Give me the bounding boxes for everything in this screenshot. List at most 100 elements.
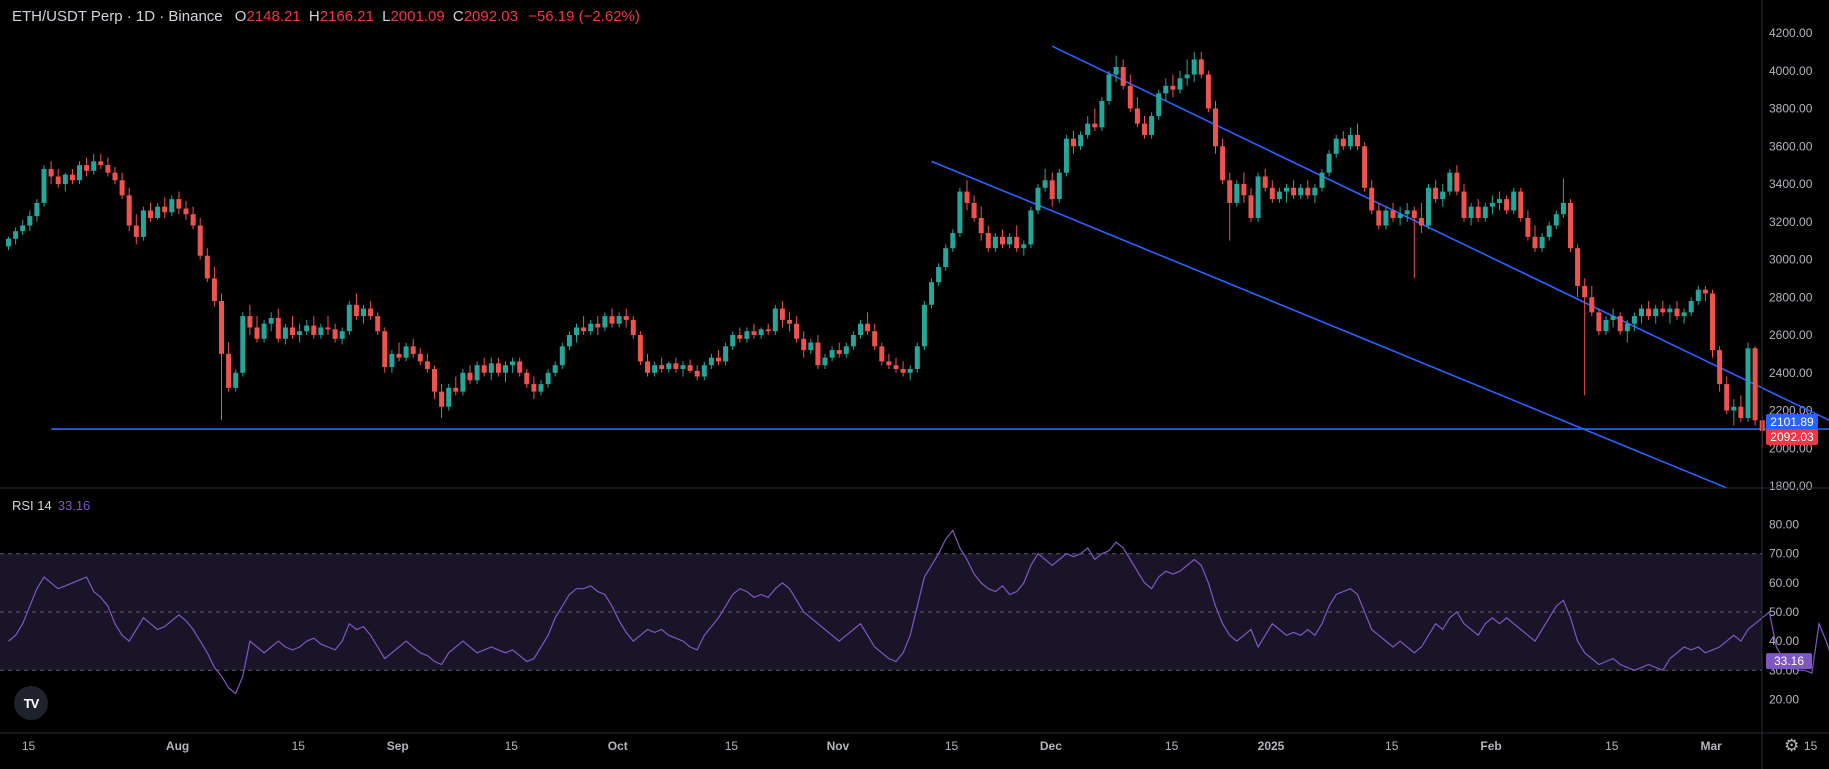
candle <box>254 316 260 343</box>
candle-body <box>1404 210 1410 215</box>
time-tick-label: 15 <box>505 739 519 753</box>
trendline-channel-upper[interactable] <box>1051 45 1829 429</box>
candle-body <box>637 335 643 362</box>
candle <box>716 350 721 366</box>
time-tick-label: 15 <box>1385 739 1399 753</box>
candle-body <box>1397 214 1403 218</box>
candle-body <box>1113 66 1119 75</box>
candle-body <box>1433 187 1439 200</box>
candle <box>559 342 565 369</box>
candle <box>708 353 714 369</box>
candle <box>971 195 977 222</box>
candle <box>616 312 622 328</box>
rsi-tick-label: 60.00 <box>1769 576 1799 590</box>
candle <box>581 316 587 335</box>
candle-body <box>204 255 210 279</box>
candle <box>914 342 920 373</box>
candle <box>815 335 821 369</box>
candle-body <box>1014 236 1020 249</box>
candle-body <box>552 365 558 373</box>
candle-body <box>1426 187 1431 226</box>
candle-body <box>900 368 906 373</box>
gear-icon[interactable]: ⚙ <box>1784 736 1800 755</box>
candle <box>91 153 97 175</box>
candle <box>623 308 629 328</box>
time-tick-label: Feb <box>1480 739 1501 753</box>
candle-body <box>730 335 736 347</box>
candle-body <box>737 335 743 339</box>
candle-body <box>1532 236 1538 249</box>
candle <box>13 227 19 245</box>
candle-body <box>1127 85 1133 109</box>
candle <box>396 342 402 362</box>
tradingview-logo-icon[interactable]: TV <box>14 686 48 720</box>
rsi-legend[interactable]: RSI 14 33.16 <box>12 498 90 513</box>
candle <box>105 157 111 177</box>
candle-body <box>588 323 594 332</box>
candle <box>609 308 615 328</box>
candle <box>1234 180 1240 207</box>
candle-body <box>1099 100 1105 128</box>
candle-body <box>361 308 366 317</box>
candle <box>41 165 47 207</box>
candle-body <box>1042 180 1048 188</box>
candle-body <box>105 165 111 173</box>
candle-body <box>1376 210 1382 226</box>
candle-body <box>595 323 601 328</box>
candle <box>1646 301 1652 320</box>
candle <box>1525 210 1531 241</box>
candle-body <box>936 267 942 283</box>
candle-body <box>559 346 565 366</box>
symbol-title[interactable]: ETH/USDT Perp · 1D · Binance <box>12 8 223 25</box>
candle <box>936 263 942 286</box>
trendlines[interactable] <box>51 45 1829 489</box>
candle <box>197 217 203 260</box>
candle <box>211 267 217 307</box>
candle-body <box>1312 187 1318 196</box>
candle-body <box>1582 285 1588 298</box>
candle-body <box>261 323 267 339</box>
candle-body <box>872 331 878 347</box>
candle <box>723 342 729 366</box>
candle <box>339 327 345 345</box>
candle <box>226 342 232 392</box>
candle-body <box>616 316 622 324</box>
candle <box>126 187 132 232</box>
candle-body <box>226 353 232 388</box>
candle <box>503 361 508 383</box>
candle <box>1667 304 1673 324</box>
candle-body <box>964 191 970 203</box>
trendline-channel-lower[interactable] <box>931 160 1728 489</box>
candle <box>1418 202 1424 234</box>
candle <box>169 195 175 217</box>
candle <box>794 316 800 343</box>
candle <box>850 331 856 351</box>
candle <box>652 361 658 377</box>
candle <box>1347 127 1353 151</box>
candle <box>432 365 437 400</box>
candle-body <box>708 357 714 366</box>
time-axis: 15 Aug 15 Sep 15 Oct 15 Nov 15 Dec 15 2025 15 Feb 15 Ma… <box>22 739 1818 753</box>
candle-body <box>20 225 26 232</box>
candle <box>552 361 558 377</box>
candle-body <box>865 323 871 332</box>
candle <box>1227 172 1233 241</box>
candle <box>481 357 487 377</box>
candle-body <box>609 316 615 324</box>
candle <box>446 384 452 411</box>
candle-body <box>91 161 97 171</box>
candle-body <box>687 365 693 371</box>
candle-body <box>140 210 146 237</box>
candle <box>673 357 679 373</box>
candle <box>6 236 11 251</box>
candle-body <box>240 316 246 373</box>
candle <box>1610 308 1616 328</box>
candle-body <box>652 365 658 373</box>
candle <box>417 348 423 366</box>
candle <box>368 301 374 320</box>
candle <box>566 331 572 351</box>
candle <box>865 312 871 335</box>
candle <box>1426 184 1431 230</box>
candle-body <box>162 206 168 213</box>
